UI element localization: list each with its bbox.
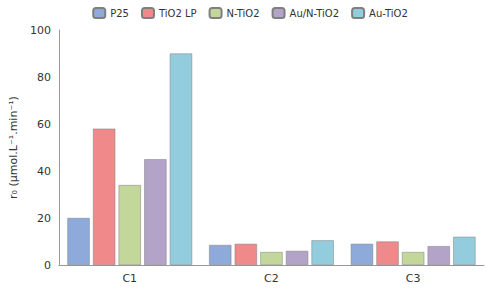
svg-text:C2: C2 — [264, 272, 279, 285]
svg-text:40: 40 — [37, 165, 51, 178]
svg-text:60: 60 — [37, 118, 51, 131]
svg-text:100: 100 — [30, 24, 51, 37]
svg-text:r₀ (µmol.L⁻¹.min⁻¹): r₀ (µmol.L⁻¹.min⁻¹) — [7, 96, 20, 199]
svg-text:N-TiO2: N-TiO2 — [227, 8, 260, 19]
svg-text:80: 80 — [37, 71, 51, 84]
svg-text:P25: P25 — [110, 8, 129, 19]
svg-text:C3: C3 — [406, 272, 421, 285]
svg-text:20: 20 — [37, 212, 51, 225]
svg-text:C1: C1 — [122, 272, 137, 285]
svg-text:Au/N-TiO2: Au/N-TiO2 — [290, 8, 340, 19]
svg-text:0: 0 — [44, 259, 51, 272]
svg-text:TiO2 LP: TiO2 LP — [158, 8, 197, 19]
svg-text:Au-TiO2: Au-TiO2 — [369, 8, 408, 19]
